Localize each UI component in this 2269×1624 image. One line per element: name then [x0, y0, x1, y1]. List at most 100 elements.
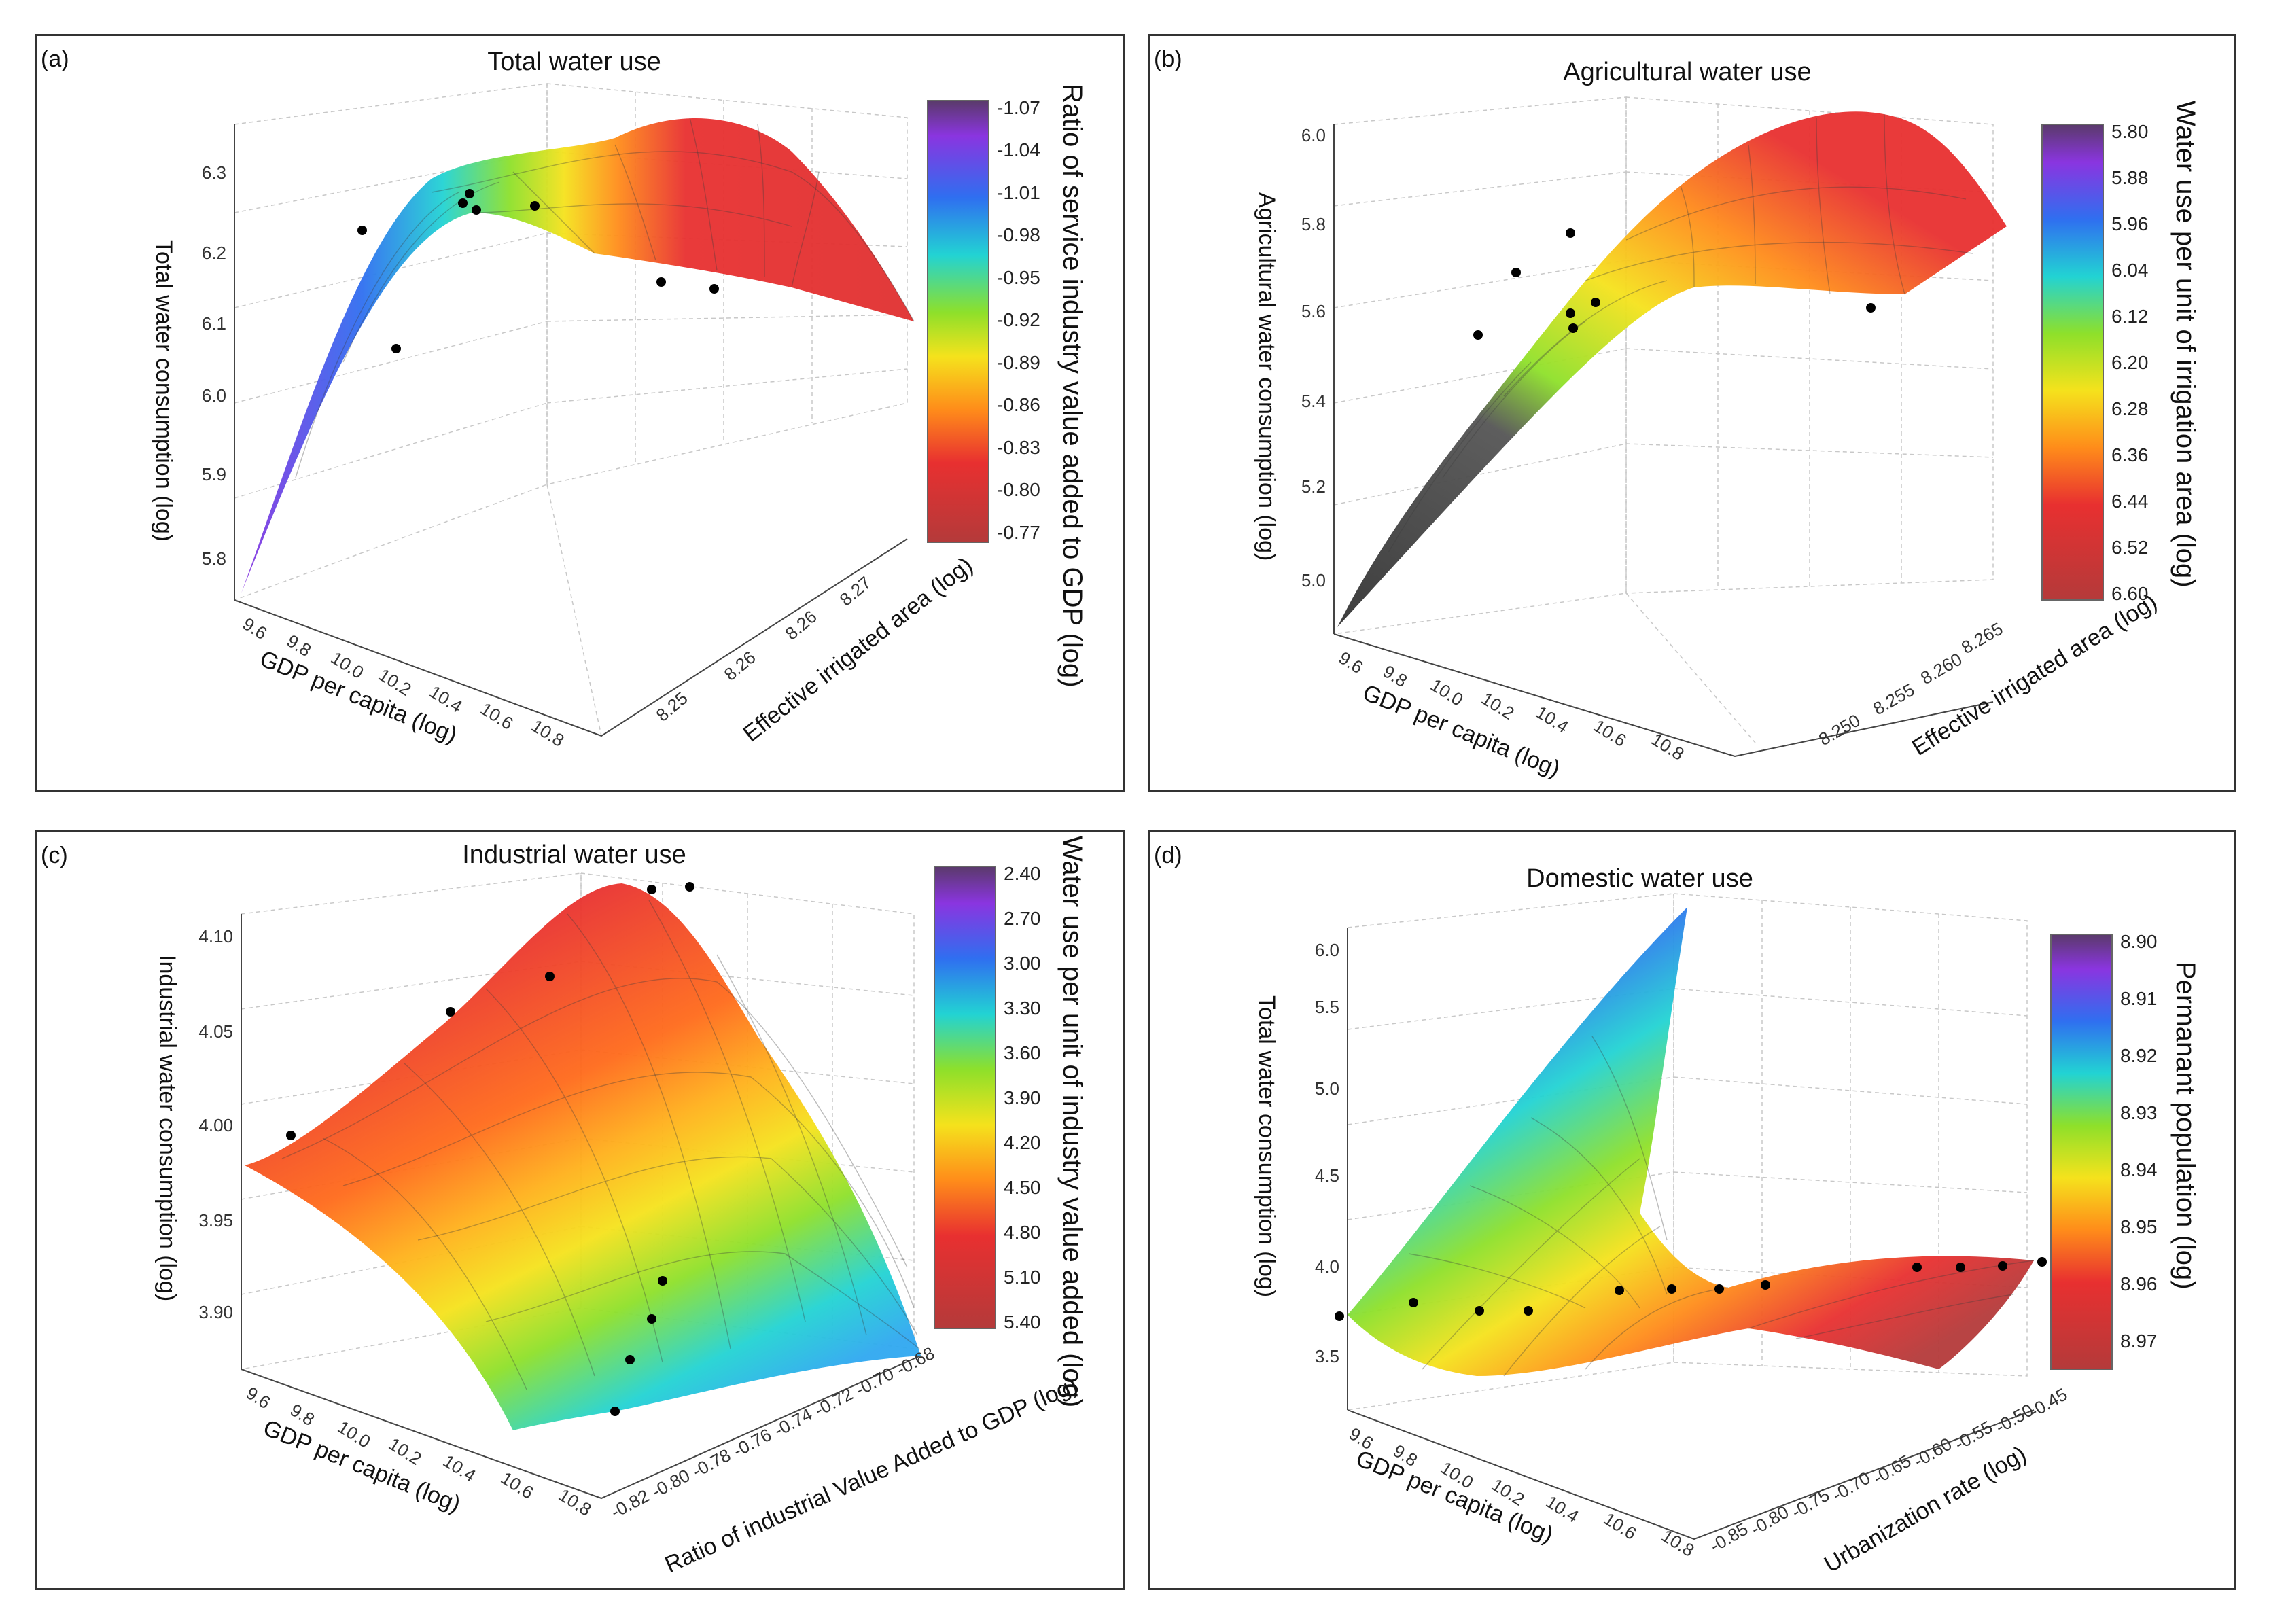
colorbar-ticks-b: 5.80 5.88 5.96 6.04 6.12 6.20 6.28 6.36 … [2111, 121, 2149, 604]
panel-label-a: (a) [41, 46, 69, 72]
svg-text:-0.74: -0.74 [771, 1404, 815, 1441]
svg-text:10.6: 10.6 [477, 699, 517, 734]
svg-text:-0.77: -0.77 [997, 522, 1040, 543]
svg-text:3.90: 3.90 [198, 1302, 233, 1322]
svg-text:-0.80: -0.80 [997, 479, 1040, 500]
svg-text:-0.86: -0.86 [997, 394, 1040, 415]
z-label-c: Industrial water consumption (log) [154, 955, 180, 1301]
colorbar-c [934, 866, 996, 1329]
svg-text:4.00: 4.00 [198, 1115, 233, 1135]
svg-text:6.44: 6.44 [2111, 491, 2149, 512]
x-ticks-d: 9.6 9.8 10.0 10.2 10.4 10.6 10.8 [1345, 1424, 1698, 1561]
svg-text:5.9: 5.9 [202, 464, 226, 484]
svg-text:-0.70: -0.70 [852, 1363, 897, 1400]
svg-text:10.2: 10.2 [1478, 688, 1518, 724]
z-ticks-c: 3.90 3.95 4.00 4.05 4.10 [198, 926, 233, 1322]
svg-text:-0.45: -0.45 [2026, 1384, 2071, 1422]
svg-text:6.28: 6.28 [2111, 398, 2149, 419]
panel-label-c: (c) [41, 843, 68, 868]
svg-text:-0.60: -0.60 [1910, 1434, 1955, 1472]
svg-text:6.1: 6.1 [202, 313, 226, 334]
svg-text:8.92: 8.92 [2120, 1045, 2158, 1066]
svg-text:3.95: 3.95 [198, 1210, 233, 1231]
svg-text:3.5: 3.5 [1315, 1346, 1339, 1366]
svg-text:8.95: 8.95 [2120, 1216, 2158, 1237]
svg-text:-0.85: -0.85 [1706, 1519, 1751, 1557]
svg-text:6.52: 6.52 [2111, 537, 2149, 558]
svg-text:6.0: 6.0 [202, 385, 226, 406]
z-ticks-a: 5.8 5.9 6.0 6.1 6.2 6.3 [202, 162, 226, 569]
svg-text:6.60: 6.60 [2111, 583, 2149, 604]
svg-text:6.0: 6.0 [1301, 125, 1326, 145]
title-d: Domestic water use [1526, 864, 1753, 893]
y-label-c: Ratio of industrial Value Added to GDP (… [661, 1372, 1082, 1578]
svg-text:8.250: 8.250 [1815, 710, 1863, 750]
colorbar-b [2041, 124, 2104, 601]
z-ticks-d: 3.5 4.0 4.5 5.0 5.5 6.0 [1315, 940, 1339, 1366]
svg-text:-0.98: -0.98 [997, 224, 1040, 245]
svg-text:8.260: 8.260 [1917, 649, 1965, 689]
svg-text:-1.01: -1.01 [997, 182, 1040, 203]
data-points-c [286, 882, 694, 1416]
svg-text:8.96: 8.96 [2120, 1273, 2158, 1294]
surface-mesh-b [1388, 113, 1973, 553]
svg-text:5.8: 5.8 [202, 548, 226, 569]
surface-mesh-d [1408, 1036, 2035, 1377]
svg-text:5.5: 5.5 [1315, 997, 1339, 1017]
svg-text:8.27: 8.27 [836, 572, 875, 610]
surface-c [245, 883, 921, 1430]
colorbar-ticks-c: 2.40 2.70 3.00 3.30 3.60 3.90 4.20 4.50 … [1004, 863, 1041, 1332]
surface-b [1337, 111, 2007, 627]
z-label-d: Total water consumption (log) [1254, 995, 1280, 1297]
chart-d: (d) Domestic water use [1154, 843, 2200, 1578]
svg-text:-0.76: -0.76 [730, 1424, 775, 1461]
panel-d: (d) Domestic water use [1148, 830, 2236, 1590]
svg-text:6.36: 6.36 [2111, 444, 2149, 465]
svg-text:5.10: 5.10 [1004, 1267, 1041, 1288]
svg-text:8.265: 8.265 [1958, 618, 2006, 658]
svg-text:-0.92: -0.92 [997, 309, 1040, 330]
svg-text:5.2: 5.2 [1301, 476, 1326, 497]
chart-c: (c) Industrial water use [41, 836, 1087, 1578]
colorbar-ticks-d: 8.90 8.91 8.92 8.93 8.94 8.95 8.96 8.97 [2120, 931, 2158, 1352]
chart-a: (a) Total water use [41, 46, 1087, 751]
colorbar-ticks-a: -1.07 -1.04 -1.01 -0.98 -0.95 -0.92 -0.8… [997, 97, 1040, 543]
svg-text:3.30: 3.30 [1004, 998, 1041, 1019]
svg-text:10.8: 10.8 [555, 1485, 595, 1520]
surface-d [1348, 907, 2034, 1376]
colorbar-label-a: Ratio of service industry value added to… [1057, 84, 1087, 688]
title-c: Industrial water use [462, 841, 686, 869]
svg-text:5.80: 5.80 [2111, 121, 2149, 142]
svg-text:8.97: 8.97 [2120, 1330, 2158, 1352]
y-ticks-b: 8.250 8.255 8.260 8.265 [1815, 618, 2006, 750]
panel-c: (c) Industrial water use [35, 830, 1125, 1590]
data-points-d [1335, 1257, 2047, 1321]
svg-text:4.10: 4.10 [198, 926, 233, 947]
svg-text:9.6: 9.6 [243, 1383, 275, 1413]
svg-text:-0.55: -0.55 [1951, 1417, 1996, 1455]
colorbar-a [927, 100, 989, 543]
svg-text:8.94: 8.94 [2120, 1159, 2158, 1180]
svg-text:5.0: 5.0 [1315, 1078, 1339, 1099]
svg-text:8.26: 8.26 [781, 606, 821, 644]
svg-text:-0.89: -0.89 [997, 352, 1040, 373]
svg-text:10.8: 10.8 [1648, 729, 1688, 764]
svg-text:9.6: 9.6 [1335, 648, 1367, 678]
svg-text:10.4: 10.4 [440, 1451, 480, 1486]
svg-text:6.12: 6.12 [2111, 306, 2149, 327]
svg-text:6.04: 6.04 [2111, 260, 2149, 281]
svg-text:8.25: 8.25 [652, 688, 692, 726]
svg-text:5.88: 5.88 [2111, 167, 2149, 188]
svg-text:6.0: 6.0 [1315, 940, 1339, 960]
svg-text:4.80: 4.80 [1004, 1222, 1041, 1243]
svg-text:3.90: 3.90 [1004, 1087, 1041, 1108]
svg-text:6.20: 6.20 [2111, 352, 2149, 373]
colorbar-label-d: Permanant population (log) [2170, 961, 2200, 1290]
svg-text:-1.04: -1.04 [997, 139, 1040, 160]
svg-text:-0.65: -0.65 [1869, 1451, 1914, 1489]
svg-text:-0.72: -0.72 [811, 1383, 856, 1420]
panel-label-d: (d) [1154, 843, 1182, 868]
svg-text:6.2: 6.2 [202, 243, 226, 263]
colorbar-label-b: Water use per unit of irrigation area (l… [2170, 101, 2200, 588]
chart-b: (b) Agricultural water use [1154, 46, 2200, 782]
